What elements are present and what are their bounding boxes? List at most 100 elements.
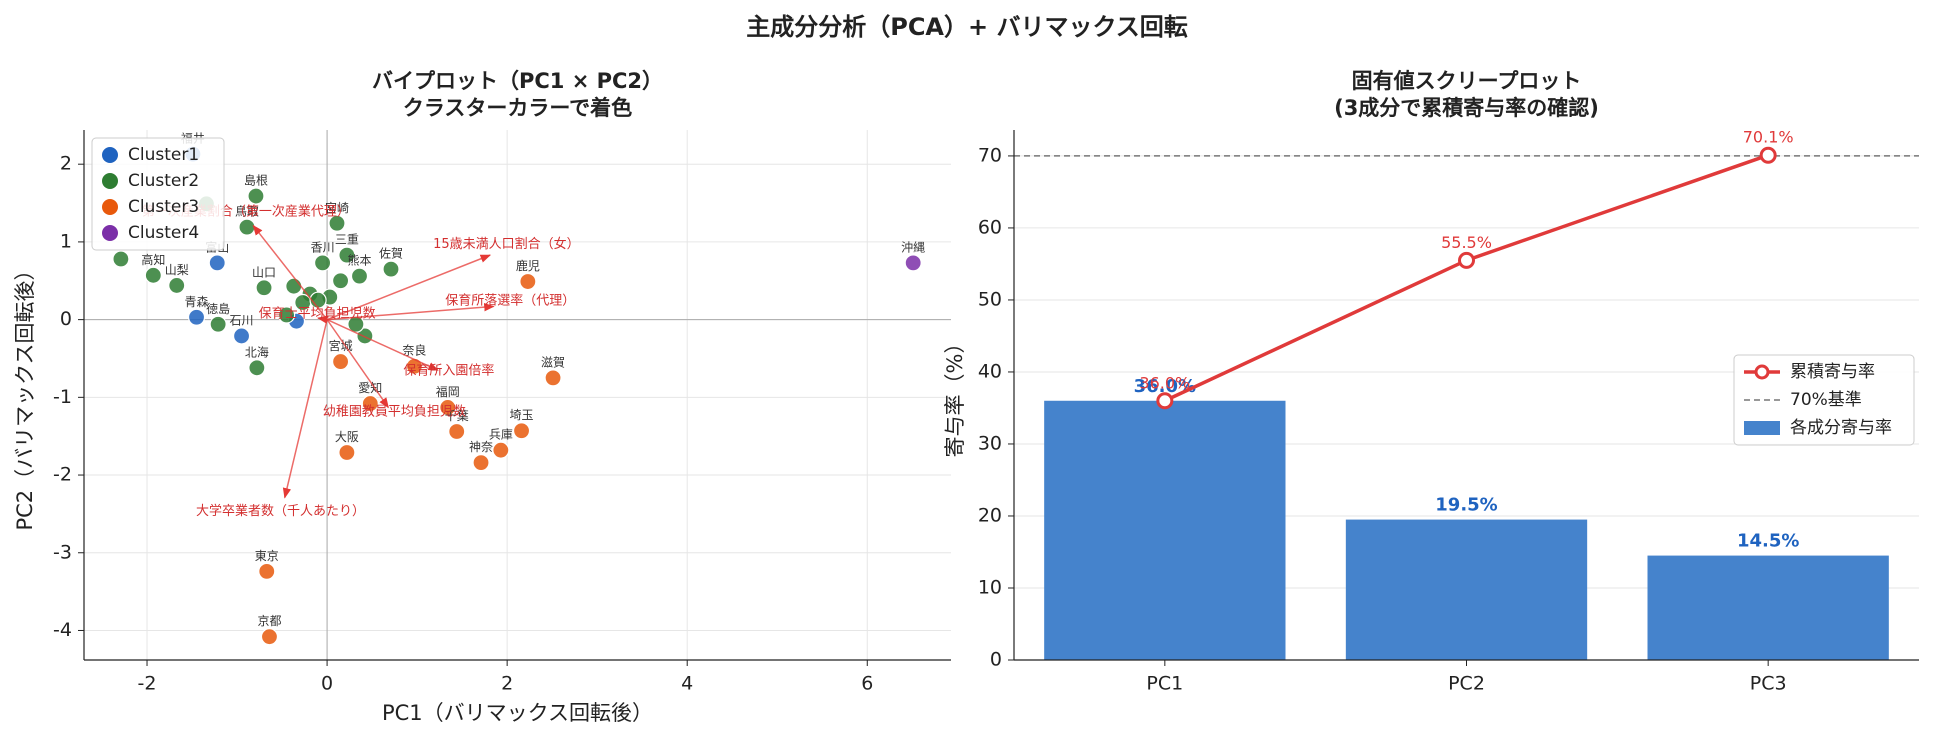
chart-title: バイプロット（PC1 × PC2）: [372, 69, 663, 93]
loading-arrow: [282, 319, 328, 499]
point: [361, 394, 379, 413]
y-tick-label: 0: [60, 308, 72, 330]
legend-box: [91, 137, 225, 251]
arrow-label: 15歳未満人口割合（女）: [433, 236, 580, 252]
point-label: 鹿児: [516, 258, 540, 273]
x-tick-label: PC3: [1750, 673, 1787, 695]
point-label: 神奈: [469, 440, 493, 454]
legend-label: Cluster2: [128, 171, 199, 191]
point-label: 京都: [257, 614, 281, 628]
loading-arrow: [252, 224, 328, 321]
legend-marker: [102, 147, 118, 163]
y-tick-label: -2: [53, 464, 72, 486]
point-label: 石川: [230, 313, 254, 327]
y-tick-label: 70: [978, 144, 1002, 166]
y-tick-label: 1: [60, 230, 72, 252]
legend-marker: [1744, 421, 1780, 435]
legend-marker: [1754, 364, 1770, 380]
point: [144, 266, 162, 284]
y-axis-label: PC2（バリマックス回転後）: [13, 259, 37, 530]
y-tick-label: 30: [978, 432, 1002, 454]
point-label: 徳島: [206, 301, 230, 316]
point: [248, 359, 266, 377]
point-label: 埼玉: [510, 408, 534, 422]
point: [519, 272, 537, 291]
x-tick-label: 2: [501, 673, 513, 695]
chart-title: クラスターカラーで着色: [403, 96, 632, 120]
point: [331, 272, 350, 290]
arrow-label: 保育所落選率（代理）: [445, 293, 575, 309]
point: [350, 267, 369, 285]
chart-title: 固有値スクリープロット: [1352, 69, 1582, 93]
point-label: 高知: [141, 252, 165, 267]
point-label: 沖縄: [901, 239, 925, 254]
point: [512, 422, 531, 440]
legend-marker: [102, 225, 118, 241]
bar: [1044, 400, 1286, 660]
line-value-label: 70.1%: [1743, 128, 1794, 147]
point: [247, 187, 265, 205]
legend-marker: [102, 199, 118, 215]
point: [439, 398, 457, 417]
point-label: 東京: [255, 549, 279, 563]
point-label: 青森: [185, 294, 209, 309]
loading-arrow: [327, 302, 495, 321]
line-value-label: 55.5%: [1441, 233, 1492, 252]
point-label: 佐賀: [379, 247, 403, 261]
line: [1164, 153, 1769, 403]
point-label: 香川: [311, 240, 335, 254]
y-tick-label: 2: [60, 153, 72, 175]
point: [187, 308, 206, 326]
point: [258, 562, 276, 581]
legend-label: 累積寄与率: [1790, 362, 1875, 382]
point: [232, 327, 251, 345]
point-label: 三重: [335, 233, 359, 247]
legend-label: Cluster3: [128, 197, 199, 217]
point-label: 愛知: [358, 381, 382, 395]
bar: [1345, 519, 1588, 660]
bar-value-label: 14.5%: [1737, 531, 1799, 552]
x-tick-label: 6: [861, 673, 873, 695]
arrow-label: 保育士平均負担児数: [259, 305, 376, 321]
point: [382, 260, 400, 278]
y-tick-label: 60: [978, 216, 1002, 238]
point: [405, 357, 424, 375]
x-axis-label: PC1（バリマックス回転後）: [382, 701, 653, 725]
bar-value-label: 36.0%: [1134, 376, 1196, 397]
legend-label: 各成分寄与率: [1790, 418, 1892, 438]
x-tick-label: 0: [321, 673, 333, 695]
bar-value-label: 19.5%: [1435, 495, 1497, 516]
point: [208, 254, 226, 272]
point-label: 山梨: [165, 263, 189, 277]
loading-arrow: [326, 254, 492, 321]
point-label: 大阪: [335, 430, 359, 444]
loading-arrow: [326, 319, 389, 409]
point: [313, 254, 332, 272]
chart-title: (3成分で累積寄与率の確認): [1334, 96, 1599, 120]
point: [448, 422, 466, 441]
arrow-label: 大学卒業者数（千人あたり）: [196, 503, 365, 519]
line-marker: [1759, 146, 1777, 164]
y-tick-label: -4: [53, 619, 72, 641]
point: [472, 454, 490, 472]
point-label: 北海: [245, 344, 269, 359]
point-label: 宮崎: [325, 200, 349, 215]
point-label: 宮城: [329, 338, 353, 353]
point: [277, 306, 296, 324]
y-tick-label: 50: [978, 288, 1002, 310]
point-label: 兵庫: [489, 428, 513, 442]
point: [238, 218, 256, 236]
legend-label: Cluster4: [128, 223, 199, 243]
point-label: 千葉: [445, 409, 469, 423]
point-label: 鳥取: [235, 204, 259, 219]
arrow-label: 幼稚園教員平均負担児数: [323, 404, 466, 420]
x-tick-label: PC2: [1448, 673, 1485, 695]
loading-arrow: [317, 315, 329, 324]
line-marker: [1156, 392, 1174, 410]
point: [168, 276, 186, 295]
point: [338, 443, 356, 462]
point: [338, 246, 356, 264]
y-tick-label: -3: [53, 541, 72, 563]
point-label: 福岡: [436, 384, 460, 399]
